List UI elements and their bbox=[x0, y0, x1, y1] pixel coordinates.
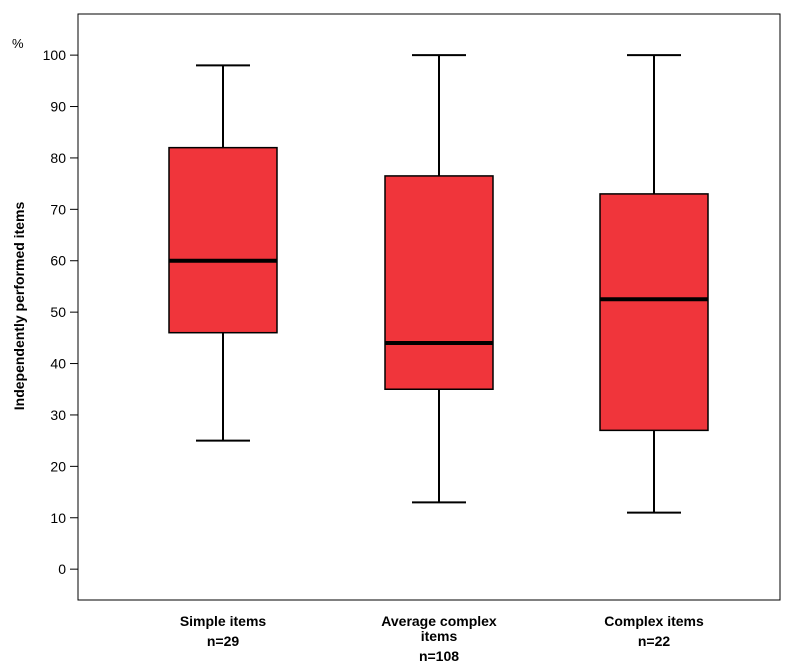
category-n-label: n=108 bbox=[419, 648, 459, 664]
y-tick-label: 50 bbox=[50, 304, 66, 320]
y-axis: 0 10 20 30 40 50 60 70 80 90 100 bbox=[43, 47, 78, 577]
iqr-box bbox=[599, 193, 709, 432]
box-group bbox=[599, 54, 709, 514]
category-label: Simple items bbox=[180, 613, 267, 629]
plot-frame bbox=[77, 13, 781, 601]
y-tick-label: 100 bbox=[43, 47, 67, 63]
y-tick-label: 90 bbox=[50, 99, 66, 115]
y-tick-label: 20 bbox=[50, 458, 66, 474]
category-n-label: n=29 bbox=[207, 633, 240, 649]
category-n-label: n=22 bbox=[638, 633, 671, 649]
y-unit-label: % bbox=[12, 36, 24, 51]
y-tick-label: 70 bbox=[50, 201, 66, 217]
iqr-box bbox=[168, 146, 278, 334]
box-group bbox=[384, 54, 494, 504]
y-tick-label: 0 bbox=[58, 561, 66, 577]
box-group bbox=[168, 64, 278, 442]
category-label: items bbox=[421, 628, 458, 644]
boxes bbox=[168, 54, 709, 514]
y-tick-label: 10 bbox=[50, 510, 66, 526]
y-tick-label: 30 bbox=[50, 407, 66, 423]
iqr-box bbox=[384, 175, 494, 390]
category-label: Complex items bbox=[604, 613, 704, 629]
category-label: Average complex bbox=[381, 613, 497, 629]
y-tick-label: 80 bbox=[50, 150, 66, 166]
y-axis-title: Independently performed items bbox=[11, 202, 27, 411]
y-tick-label: 60 bbox=[50, 253, 66, 269]
y-tick-label: 40 bbox=[50, 356, 66, 372]
